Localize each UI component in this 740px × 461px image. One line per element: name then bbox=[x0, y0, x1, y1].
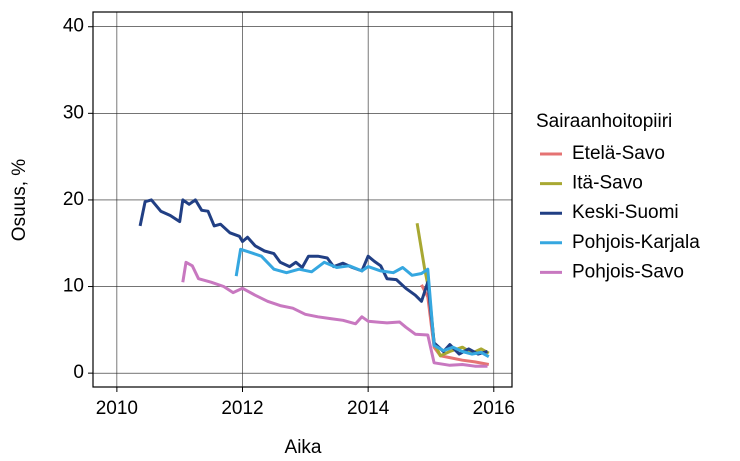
x-tick-label: 2016 bbox=[473, 398, 515, 419]
y-axis-label: Osuus, % bbox=[9, 159, 30, 241]
y-tick-label: 40 bbox=[63, 16, 84, 37]
y-tick-label: 10 bbox=[63, 276, 84, 297]
legend-label: Itä-Savo bbox=[572, 173, 643, 194]
legend-label: Etelä-Savo bbox=[572, 143, 665, 164]
x-tick-label: 2010 bbox=[96, 398, 138, 419]
series-line bbox=[181, 260, 488, 368]
x-tick-label: 2014 bbox=[347, 398, 390, 419]
series-line bbox=[234, 247, 490, 359]
legend-label: Pohjois-Savo bbox=[572, 261, 684, 282]
legend-title: Sairaanhoitopiiri bbox=[536, 111, 672, 132]
x-tick-label: 2012 bbox=[221, 398, 263, 419]
y-tick-label: 0 bbox=[73, 362, 84, 383]
y-tick-label: 20 bbox=[63, 189, 84, 210]
x-axis-label: Aika bbox=[285, 437, 322, 458]
y-tick-label: 30 bbox=[63, 102, 84, 123]
panel bbox=[93, 12, 512, 387]
legend-label: Pohjois-Karjala bbox=[572, 232, 700, 253]
series-line bbox=[138, 198, 488, 356]
panel-border bbox=[92, 11, 513, 388]
series-line bbox=[415, 223, 490, 358]
legend-label: Keski-Suomi bbox=[572, 202, 679, 223]
